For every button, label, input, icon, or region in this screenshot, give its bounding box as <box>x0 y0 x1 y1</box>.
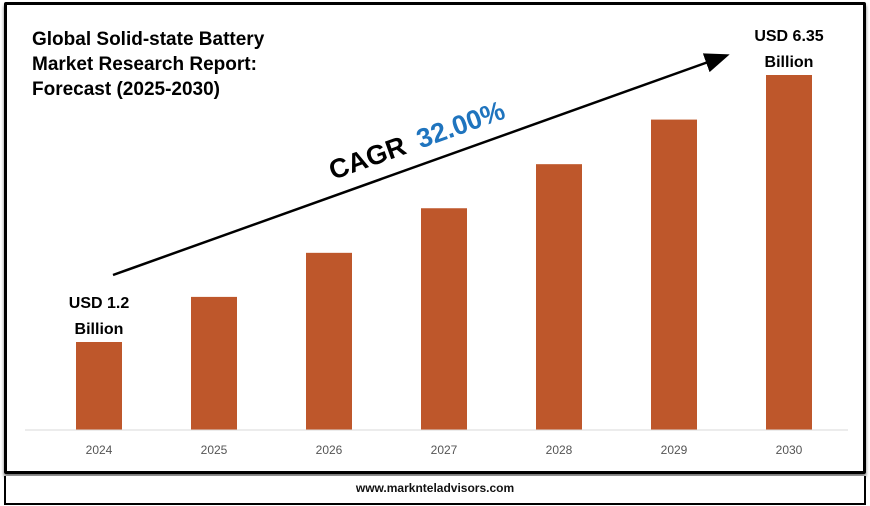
x-tick-label: 2029 <box>661 443 688 457</box>
cagr-arrow <box>112 53 730 277</box>
bar-2024 <box>76 342 122 430</box>
cagr-value: 32.00% <box>412 95 508 154</box>
cagr-label: CAGR 32.00% <box>325 95 509 185</box>
bar-2029 <box>651 119 697 430</box>
cagr-prefix: CAGR <box>325 131 410 186</box>
title-line: Forecast (2025-2030) <box>32 79 220 100</box>
footer-website: www.markntel​advisors.com <box>4 476 866 505</box>
x-tick-label: 2024 <box>86 443 113 457</box>
title-line: Market Research Report: <box>32 54 257 75</box>
end-value-label: Billion <box>765 54 814 71</box>
title-line: Global Solid-state Battery <box>32 29 265 50</box>
bar-2027 <box>421 208 467 430</box>
x-tick-label: 2027 <box>431 443 458 457</box>
bar-2026 <box>306 252 352 430</box>
x-tick-label: 2025 <box>201 443 228 457</box>
end-value-label: USD 6.35 <box>754 28 823 45</box>
x-tick-label: 2026 <box>316 443 343 457</box>
bar-2025 <box>191 296 237 430</box>
start-value-label: Billion <box>75 321 124 338</box>
bar-2030 <box>766 75 812 430</box>
chart-title: Global Solid-state Battery Market Resear… <box>32 27 264 102</box>
x-tick-label: 2030 <box>776 443 803 457</box>
bar-2028 <box>536 164 582 430</box>
x-tick-label: 2028 <box>546 443 573 457</box>
start-value-label: USD 1.2 <box>69 295 130 312</box>
